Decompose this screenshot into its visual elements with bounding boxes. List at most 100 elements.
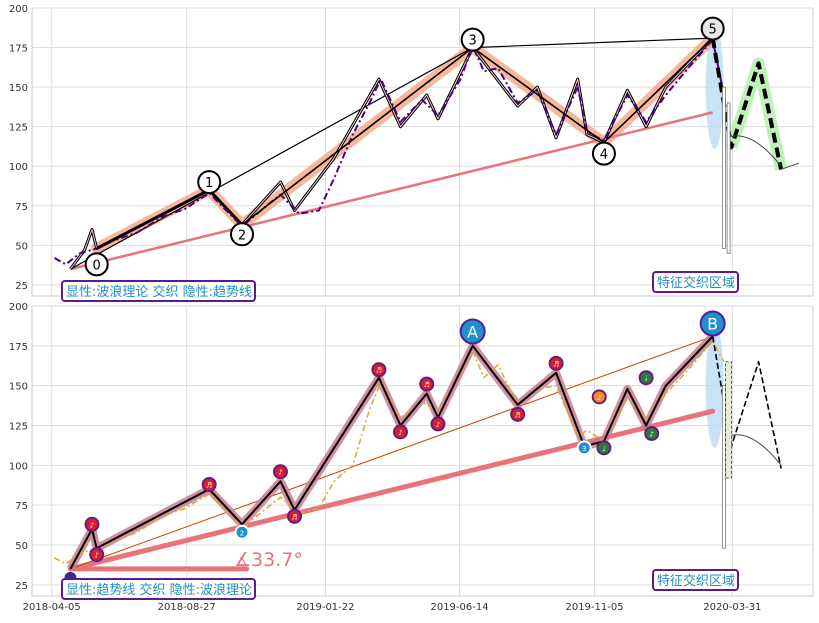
bottom-circle-marker-glyph: ♬	[424, 381, 430, 389]
bottom-circle-marker	[84, 516, 100, 532]
top-wave-label-circle	[700, 16, 725, 41]
bottom-circle-marker	[371, 362, 387, 378]
top-wave-line	[96, 37, 714, 250]
top-wave-label-circle	[84, 252, 109, 277]
top-wave-label-circle	[197, 170, 222, 195]
x-tick-label: 2018-08-27	[158, 602, 216, 613]
top-y-tick-label: 25	[15, 281, 28, 292]
bottom-circle-marker	[510, 406, 526, 422]
bottom-panel: 25 50 75 100 125 150 175 200 2018-04-05 2018-08-…	[9, 302, 814, 613]
bottom-wave-label-circle	[459, 318, 486, 345]
bottom-y-tick-label: 25	[15, 581, 28, 592]
bottom-circle-marker-glyph: ♪	[436, 421, 440, 429]
bottom-y-tick-label: 75	[15, 501, 28, 512]
top-highlight-ellipse	[705, 25, 724, 150]
bottom-circle-marker	[419, 376, 435, 392]
top-info-box-frame	[61, 280, 256, 302]
bottom-wave-label: B	[707, 315, 718, 334]
top-projection-line	[710, 37, 784, 170]
bottom-price-series	[54, 340, 725, 565]
bottom-info-box: 显性:趋势线 交织 隐性:波浪理论	[61, 578, 256, 600]
bottom-circle-marker-glyph: ♬	[553, 360, 559, 368]
top-vertical-marker	[726, 102, 731, 254]
bottom-circle-marker-glyph: ♪	[90, 521, 94, 529]
bottom-y-tick-label: 125	[9, 422, 28, 433]
bottom-y-tick-label: 150	[9, 382, 28, 393]
bottom-circle-marker	[576, 440, 592, 456]
x-tick-label: 2018-04-05	[23, 602, 81, 613]
top-price-series	[54, 38, 725, 266]
top-wave-label: 4	[600, 148, 608, 163]
bottom-circle-marker	[392, 424, 408, 440]
top-wave-label-circle	[460, 27, 485, 52]
top-y-ticks: 25 50 75 100 125 150 175 200	[9, 4, 28, 292]
bottom-region-label: 特征交织区域	[657, 573, 735, 589]
bottom-circle-marker	[596, 440, 612, 456]
bottom-circle-marker-glyph: ♪	[650, 430, 654, 438]
bottom-y-tick-label: 50	[15, 541, 28, 552]
top-y-tick-label: 50	[15, 241, 28, 252]
bottom-circle-marker	[201, 476, 217, 492]
top-y-tick-label: 75	[15, 202, 28, 213]
top-wave-label: 2	[238, 228, 246, 243]
bottom-region-box: 特征交织区域	[652, 569, 739, 591]
x-tick-label: 2019-11-05	[565, 602, 623, 613]
bottom-marks: ♪ ♪ ♬ 2 ♪ ♬ ♬ ♪ ♬ ♪ ♬ ♬ 3 ♪ ♩ ♩ ♪	[54, 323, 782, 584]
top-region-box: 特征交织区域	[652, 271, 739, 293]
top-y-tick-label: 125	[9, 123, 28, 134]
x-tick-label: 2019-06-14	[430, 602, 488, 613]
bottom-y-tick-label: 200	[9, 302, 28, 313]
bottom-grid	[32, 305, 813, 596]
bottom-circle-marker	[430, 416, 446, 432]
bottom-info-box-frame	[61, 578, 256, 600]
bottom-circle-marker-glyph: ♩	[644, 375, 647, 383]
top-lower-arc	[726, 135, 782, 167]
bottom-y-tick-label: 100	[9, 461, 28, 472]
bottom-circle-marker	[591, 389, 607, 405]
top-info-box-label: 显性:波浪理论 交织 隐性:趋势线	[66, 284, 252, 300]
top-wave-label-circle	[230, 222, 255, 247]
bottom-bar-marker	[725, 361, 733, 479]
top-projection-tail	[780, 162, 800, 170]
bottom-circle-marker	[644, 425, 660, 441]
bottom-circle-marker	[89, 547, 105, 563]
top-region-label: 特征交织区域	[657, 275, 735, 291]
bottom-circle-marker-glyph: ♪	[398, 429, 402, 437]
angle-label: ∡33.7°	[234, 549, 303, 571]
bottom-vertical-marker	[722, 385, 726, 549]
x-tick-label: 2020-03-31	[703, 602, 761, 613]
bottom-circle-marker	[272, 464, 288, 480]
bottom-circle-marker	[234, 524, 250, 540]
top-y-tick-label: 175	[9, 44, 28, 55]
top-wave-label: 0	[93, 258, 101, 273]
bottom-circle-marker	[287, 508, 303, 524]
top-wave-label-circle	[591, 141, 616, 166]
top-wave-labels: 0 1 2 3 4 5	[84, 16, 725, 277]
bottom-y-tick-label: 175	[9, 342, 28, 353]
top-region-box-frame	[652, 271, 739, 293]
top-wave-label: 1	[205, 176, 213, 191]
bottom-circle-marker-glyph: ♪	[597, 394, 601, 402]
bottom-x-ticks: 2018-04-05 2018-08-27 2019-01-22 2019-06-14…	[23, 602, 762, 613]
bottom-circle-marker	[548, 355, 564, 371]
bottom-circle-marker	[638, 370, 654, 386]
top-wave-label: 5	[709, 23, 717, 38]
bottom-circle-marker-glyph: ♬	[515, 411, 521, 419]
top-panel: 25 50 75 100 125 150 175 200 0 1 2 3 4 5 显性:波浪理论 交织 …	[9, 4, 814, 302]
top-y-tick-label: 200	[9, 4, 28, 15]
bottom-channel-line	[70, 335, 713, 570]
bottom-wave-label-circle	[699, 310, 726, 337]
bottom-circle-marker-glyph: 3	[582, 445, 586, 453]
bottom-circle-marker-glyph: ♬	[291, 513, 297, 521]
top-marks	[54, 25, 800, 271]
bottom-circle-marker-glyph: ♬	[376, 367, 382, 375]
top-vertical-marker	[722, 86, 726, 249]
bottom-y-ticks: 25 50 75 100 125 150 175 200	[9, 302, 28, 592]
bottom-info-box-label: 显性:趋势线 交织 隐性:波浪理论	[66, 582, 252, 598]
top-y-tick-label: 150	[9, 83, 28, 94]
bottom-wave-label: A	[467, 322, 478, 341]
bottom-circle-marker-glyph: 2	[240, 529, 244, 537]
